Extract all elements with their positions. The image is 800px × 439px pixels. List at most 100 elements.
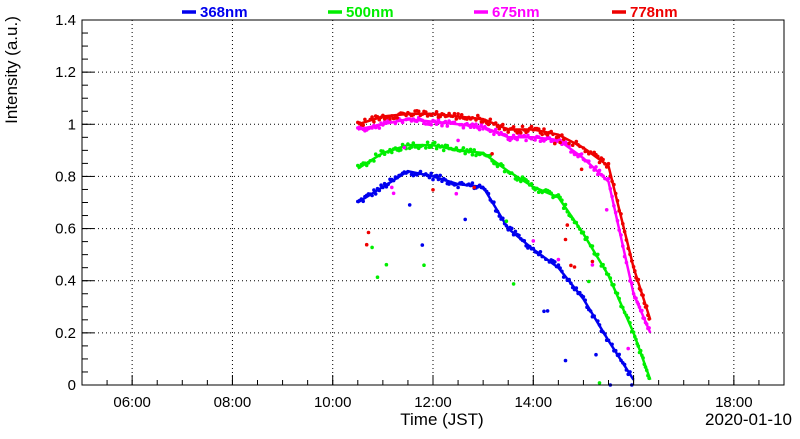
- data-point-778nm: [364, 242, 369, 247]
- data-point-778nm: [486, 122, 491, 127]
- legend-label-368nm: 368nm: [200, 4, 248, 21]
- data-point-778nm: [372, 120, 376, 124]
- legend-label-675nm: 675nm: [492, 4, 540, 21]
- data-point-675nm: [391, 191, 396, 196]
- data-point-778nm: [590, 259, 595, 264]
- legend-label-500nm: 500nm: [346, 4, 394, 21]
- data-point-500nm: [463, 151, 468, 156]
- data-point-675nm: [436, 117, 441, 122]
- data-point-778nm: [434, 110, 439, 114]
- data-point-368nm: [407, 203, 412, 207]
- data-point-500nm: [504, 219, 509, 223]
- data-point-778nm: [366, 230, 371, 235]
- x-tick-label: 08:00: [214, 394, 252, 411]
- data-point-675nm: [402, 145, 407, 150]
- x-tick-label: 06:00: [113, 394, 151, 411]
- data-point-778nm: [572, 265, 577, 269]
- data-point-778nm: [431, 188, 435, 192]
- data-point-675nm: [445, 124, 450, 128]
- data-point-500nm: [425, 140, 430, 145]
- data-point-778nm: [520, 124, 525, 129]
- data-point-500nm: [422, 263, 426, 268]
- data-point-368nm: [438, 173, 443, 178]
- data-point-500nm: [373, 152, 378, 156]
- date-label: 2020-01-10: [705, 410, 792, 429]
- data-point-368nm: [563, 358, 568, 363]
- data-point-368nm: [470, 181, 475, 185]
- data-point-500nm: [399, 148, 403, 152]
- y-tick-label: 0.2: [55, 325, 76, 342]
- data-point-778nm: [361, 123, 366, 127]
- data-point-778nm: [519, 130, 523, 135]
- data-point-778nm: [452, 111, 457, 116]
- data-point-778nm: [567, 141, 571, 146]
- data-point-368nm: [594, 352, 598, 357]
- series-line-500nm: [357, 143, 652, 381]
- x-tick-label: 10:00: [314, 394, 352, 411]
- data-point-500nm: [370, 245, 374, 250]
- data-point-778nm: [416, 109, 421, 114]
- data-point-778nm: [501, 122, 505, 127]
- data-point-368nm: [545, 309, 550, 313]
- legend: 368nm 500nm 675nm 778nm: [182, 4, 678, 21]
- data-point-778nm: [563, 237, 568, 242]
- series-line-778nm: [357, 112, 652, 321]
- data-point-778nm: [506, 130, 511, 134]
- y-tick-label: 0.4: [55, 273, 76, 290]
- x-tick-label: 14:00: [515, 394, 553, 411]
- data-point-500nm: [461, 146, 466, 150]
- legend-label-778nm: 778nm: [630, 4, 678, 21]
- y-tick-label: 0: [68, 377, 76, 394]
- data-point-368nm: [463, 217, 468, 222]
- data-point-500nm: [511, 282, 516, 286]
- data-point-500nm: [597, 381, 602, 385]
- data-point-778nm: [511, 125, 516, 129]
- data-point-675nm: [524, 138, 528, 143]
- data-point-675nm: [626, 346, 630, 351]
- data-point-778nm: [540, 132, 544, 137]
- data-point-778nm: [388, 117, 392, 121]
- data-point-675nm: [461, 125, 466, 130]
- data-point-500nm: [445, 143, 450, 148]
- data-point-368nm: [429, 171, 434, 176]
- data-point-368nm: [456, 185, 460, 190]
- data-point-675nm: [456, 138, 460, 143]
- x-tick-label: 18:00: [715, 394, 753, 411]
- series-line-368nm: [357, 169, 635, 381]
- data-point-778nm: [497, 126, 502, 131]
- data-point-500nm: [470, 152, 475, 157]
- series-line-675nm: [357, 117, 652, 334]
- y-tick-label: 1: [68, 116, 76, 133]
- y-tick-label: 0.6: [55, 221, 76, 238]
- x-tick-label: 12:00: [414, 394, 452, 411]
- data-point-500nm: [433, 140, 437, 145]
- data-point-778nm: [565, 223, 570, 227]
- data-point-675nm: [454, 191, 459, 196]
- y-tick-label: 1.4: [55, 12, 76, 29]
- data-point-500nm: [468, 147, 473, 152]
- data-point-500nm: [434, 146, 439, 151]
- data-point-778nm: [558, 140, 562, 145]
- data-point-675nm: [531, 239, 536, 243]
- data-point-368nm: [420, 243, 425, 247]
- data-point-500nm: [384, 262, 389, 267]
- data-point-675nm: [377, 126, 382, 130]
- data-point-675nm: [477, 127, 482, 132]
- data-point-778nm: [370, 115, 374, 119]
- data-point-368nm: [542, 309, 546, 314]
- data-point-675nm: [440, 123, 444, 128]
- axes: 06:00 08:00 10:00 12:00 14:00 16:00 18:00 0 0.2 0…: [55, 12, 785, 411]
- data-point-675nm: [590, 263, 595, 267]
- data-point-675nm: [515, 137, 519, 142]
- x-tick-label: 16:00: [615, 394, 653, 411]
- data-point-500nm: [375, 275, 380, 280]
- data-point-675nm: [492, 132, 496, 137]
- y-tick-label: 1.2: [55, 64, 76, 81]
- data-point-778nm: [553, 141, 557, 146]
- data-point-675nm: [533, 138, 537, 142]
- data-point-778nm: [529, 124, 534, 129]
- data-point-675nm: [604, 208, 609, 212]
